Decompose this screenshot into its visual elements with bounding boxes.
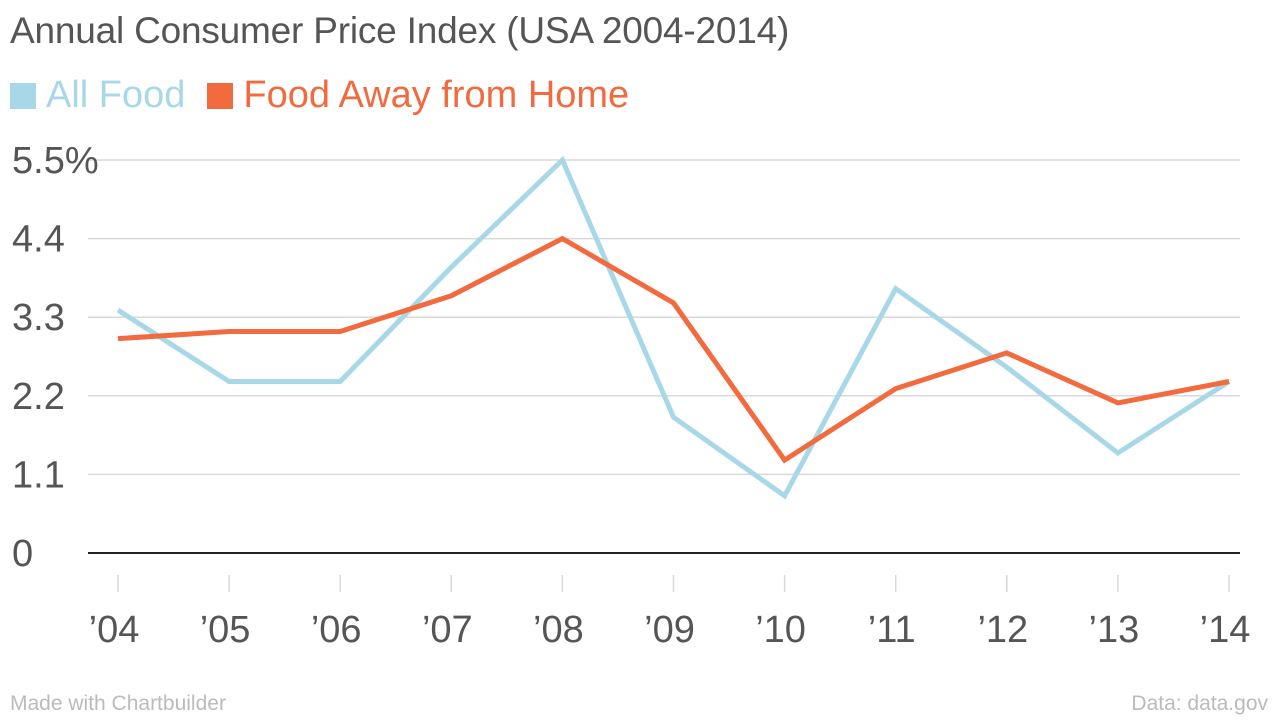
y-tick-label: 5.5%	[12, 140, 99, 182]
y-axis-labels: 0 1.1 2.2 3.3 4.4 5.5%	[12, 140, 99, 575]
series-lines	[116, 155, 1231, 500]
x-axis-ticks	[117, 575, 1230, 592]
x-tick-label: ’13	[1089, 609, 1140, 651]
y-tick-label: 4.4	[12, 219, 65, 261]
y-tick-label: 0	[12, 533, 33, 575]
legend-item-food-away: Food Away from Home	[207, 74, 629, 117]
grid-lines	[88, 159, 1240, 554]
x-tick-label: ’07	[422, 609, 473, 651]
y-tick-label: 1.1	[12, 454, 65, 496]
x-tick-label: ’10	[755, 609, 806, 651]
x-tick-label: ’04	[89, 609, 140, 651]
x-tick-label: ’05	[200, 609, 251, 651]
x-tick-label: ’08	[533, 609, 584, 651]
x-tick-label: ’11	[868, 609, 916, 651]
y-tick-label: 2.2	[12, 376, 65, 418]
footer-credit: Made with Chartbuilder	[10, 692, 226, 715]
x-tick-label: ’12	[977, 609, 1028, 651]
series-line-all-food	[116, 155, 1231, 500]
x-axis-labels: ’04 ’05 ’06 ’07 ’08 ’09 ’10 ’11 ’12 ’13 ’14	[89, 609, 1251, 651]
footer-source: Data: data.gov	[1131, 692, 1268, 715]
x-tick-label: ’14	[1200, 609, 1251, 651]
series-line-food-away-from-home	[117, 235, 1230, 464]
y-tick-label: 3.3	[12, 297, 65, 339]
chart-title: Annual Consumer Price Index (USA 2004-20…	[10, 10, 790, 51]
legend-item-all-food: All Food	[10, 74, 185, 117]
legend-label-food-away: Food Away from Home	[243, 74, 630, 116]
legend-swatch-all-food	[10, 82, 36, 109]
legend-swatch-food-away	[207, 82, 234, 109]
legend-label-all-food: All Food	[46, 74, 186, 116]
legend: All Food Food Away from Home	[10, 74, 651, 117]
x-tick-label: ’06	[311, 609, 362, 651]
x-tick-label: ’09	[644, 609, 695, 651]
